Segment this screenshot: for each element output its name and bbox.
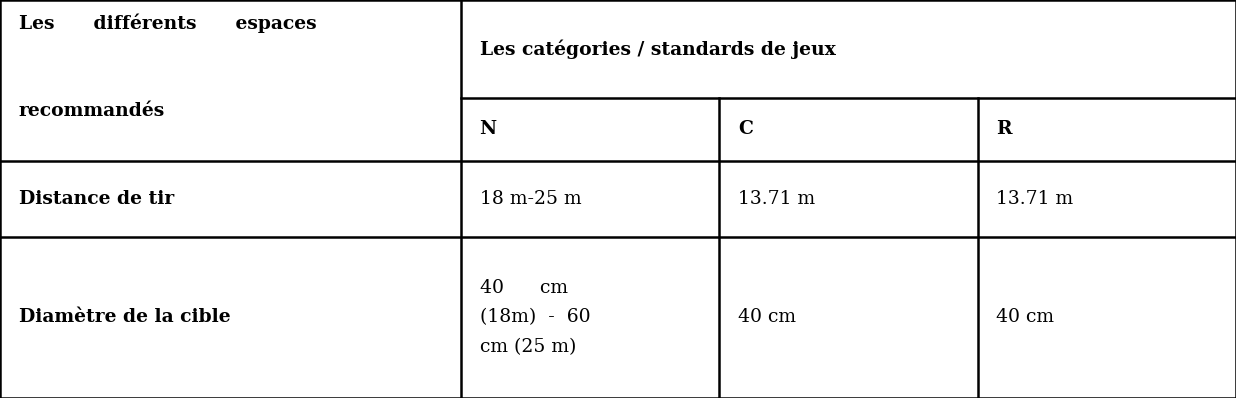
Text: 40      cm: 40 cm xyxy=(480,279,567,297)
Text: (18m)  -  60: (18m) - 60 xyxy=(480,308,591,326)
Text: cm (25 m): cm (25 m) xyxy=(480,338,576,356)
Text: recommandés: recommandés xyxy=(19,102,164,120)
Text: 18 m-25 m: 18 m-25 m xyxy=(480,190,581,208)
Text: 13.71 m: 13.71 m xyxy=(996,190,1073,208)
Text: C: C xyxy=(738,120,753,139)
Text: Les catégories / standards de jeux: Les catégories / standards de jeux xyxy=(480,39,836,59)
Text: Distance de tir: Distance de tir xyxy=(19,190,174,208)
Text: N: N xyxy=(480,120,497,139)
Text: Les      différents      espaces: Les différents espaces xyxy=(19,14,316,33)
Text: 40 cm: 40 cm xyxy=(738,308,796,326)
Text: 40 cm: 40 cm xyxy=(996,308,1054,326)
Text: 13.71 m: 13.71 m xyxy=(738,190,815,208)
Text: R: R xyxy=(996,120,1012,139)
Text: Diamètre de la cible: Diamètre de la cible xyxy=(19,308,230,326)
